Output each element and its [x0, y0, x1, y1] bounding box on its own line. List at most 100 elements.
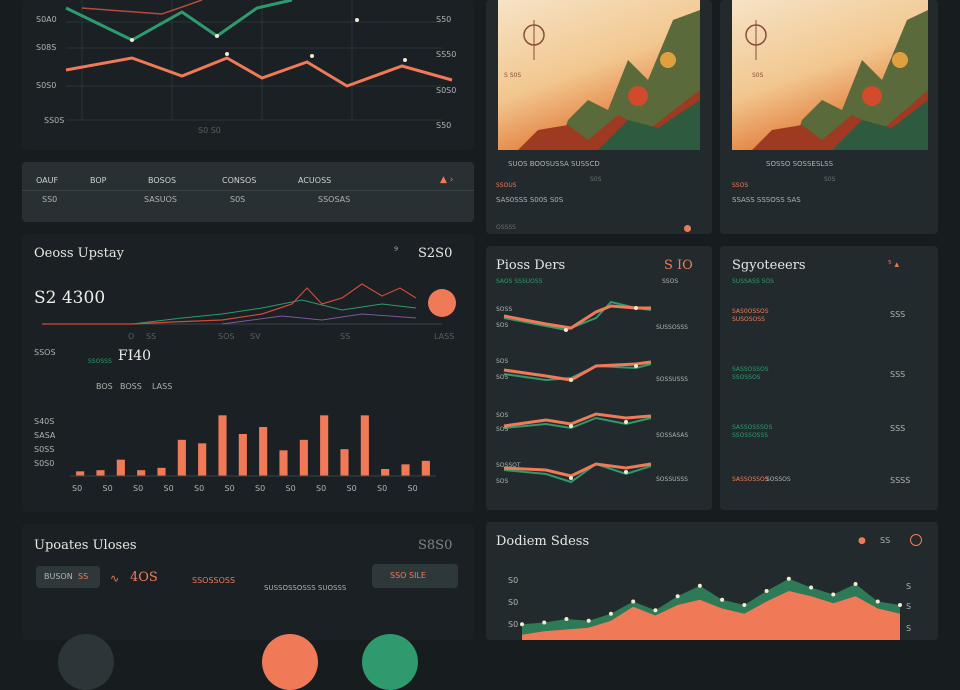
dodiem-y-3: S0	[508, 620, 519, 629]
bar-2	[96, 470, 105, 476]
bar-y-tick-4: S0S0	[34, 459, 55, 468]
top-bottom-label: S0 S0	[198, 126, 221, 135]
bar-9	[238, 434, 247, 476]
table-cell-1: SS0	[42, 195, 58, 204]
dodiem-y-1: S0	[508, 576, 519, 585]
gallery-card-1[interactable]: S S0S SUOS BOOSUSSA SUSSCD S0S SSOUS SAS…	[486, 0, 712, 234]
updates-mid-value: 4OS	[130, 570, 158, 585]
segments-row-2-value: SSS	[890, 370, 906, 379]
segments-row-4-value: SSSS	[890, 476, 911, 485]
overview-x-4: SV	[250, 332, 261, 341]
updates-right-button[interactable]: SSO SILE	[372, 564, 458, 588]
area-point-3	[564, 617, 569, 621]
area-point-14	[809, 585, 814, 590]
overview-x-6: LASS	[434, 332, 455, 341]
segments-row-3-value: SSS	[890, 424, 906, 433]
top-left-tick-1: S0A0	[36, 15, 57, 24]
overview-x-5: SS	[340, 332, 351, 341]
segments-row-4-label: SASSOSSOS	[732, 476, 769, 483]
top-left-tick-2: S08S	[36, 43, 57, 52]
segments-row-2-label: SASSOSSOS	[732, 366, 769, 373]
area-point-11	[742, 603, 747, 607]
trend-icon: ∿	[110, 572, 120, 585]
gallery-1-title: SUOS BOOSUSSA SUSSCD	[508, 160, 600, 168]
updates-left-button[interactable]: BUSON SS	[36, 566, 100, 588]
status-circle-2[interactable]	[262, 634, 318, 690]
overview-series-red	[42, 283, 417, 325]
top-left-tick-4: SS0S	[44, 116, 65, 125]
segments-menu-icon[interactable]: ⁵ ▴	[888, 260, 899, 270]
price-badge: S IO	[664, 258, 693, 273]
bar-x-tick: S0	[102, 484, 113, 493]
bar-x-tick: S0	[316, 484, 327, 493]
area-point-17	[875, 599, 880, 604]
status-circle-3[interactable]	[362, 634, 418, 690]
gallery-1-dot[interactable]	[684, 225, 691, 232]
overview-panel: Oeoss Upstay ⁹ S2S0 S2 4300 O SS SOS SV …	[22, 234, 474, 512]
top-right-tick-4: S50	[436, 121, 452, 130]
bar-x-tick: S0	[224, 484, 235, 493]
overview-action-button[interactable]	[428, 289, 456, 317]
price-row-2-sub: SOS	[496, 374, 509, 381]
area-point-12	[764, 589, 769, 593]
bar-x-tick: S0	[407, 484, 418, 493]
bar-y-tick-1: S40S	[34, 417, 55, 426]
dodiem-y-2: S0	[508, 598, 519, 607]
price-row-3-label: SOS	[496, 412, 509, 419]
gallery-1-desc: SAS0SSS S00S S0S	[496, 196, 564, 204]
area-point-18	[898, 603, 902, 607]
top-left-tick-3: S0S0	[36, 81, 57, 90]
area-point-7	[653, 608, 658, 613]
gallery-1-foot: OSSSS	[496, 224, 516, 231]
bar-16	[381, 469, 390, 476]
bar-x-tick: S0	[285, 484, 296, 493]
overview-badge: S2S0	[418, 246, 453, 261]
summary-table: OAUF BOP BOSOS CONSOS ACUOSS ▲ › SS0 SAS…	[22, 162, 474, 222]
top-series-green	[65, 0, 293, 42]
top-right-tick-3: S0S0	[436, 86, 457, 95]
bar-4	[137, 470, 146, 476]
segments-row-1-sub: SUSOSOSS	[732, 316, 765, 323]
bar-5	[157, 467, 166, 476]
gallery-card-2[interactable]: S0S SOSSO SOSSESLSS S0S SSOS SSASS SSSOS…	[720, 0, 938, 234]
bar-14	[340, 449, 349, 476]
bar-18	[421, 460, 430, 476]
top-series-orange	[65, 56, 453, 88]
area-point-8	[675, 594, 680, 599]
overview-legend-2: BOSS	[120, 382, 142, 391]
sort-icon[interactable]: ▲ ›	[440, 175, 454, 185]
segments-row-2-sub: SSOSSOS	[732, 374, 761, 381]
gallery-1-sub: S0S	[590, 176, 602, 183]
overview-sub-1: SSOS	[34, 348, 56, 357]
dodiem-label: SS	[880, 536, 891, 545]
bar-y-tick-2: SASA	[34, 431, 56, 440]
top-series-red	[81, 0, 203, 15]
overview-series-purple	[221, 313, 417, 325]
overview-x-2: SS	[146, 332, 157, 341]
gallery-1-tag: SSOUS	[496, 182, 517, 189]
dodiem-title: Dodiem Sdess	[496, 534, 590, 549]
bar-6	[177, 439, 186, 476]
bar-x-tick: S0	[346, 484, 357, 493]
segments-title: Sgyoteeers	[732, 258, 806, 273]
dodiem-r-2: S	[906, 602, 912, 611]
overview-legend-1: BOS	[96, 382, 113, 391]
updates-panel: Upoates Uloses S8S0 BUSON SS ∿ 4OS SSOSS…	[22, 524, 474, 690]
price-row-1-value: SUSSOSSS	[656, 324, 688, 331]
bar-17	[401, 464, 410, 476]
table-header-1: OAUF	[36, 176, 59, 185]
bar-y-tick-3: S0SS	[34, 445, 55, 454]
updates-badge: S8S0	[418, 538, 453, 553]
segments-row-3-label: SASSOSSSOS	[732, 424, 773, 431]
status-circle-1[interactable]	[58, 634, 114, 690]
table-header-3: BOSOS	[148, 176, 177, 185]
top-line-chart	[65, 0, 453, 121]
price-panel: Pioss Ders S IO SAOS SSSUOSS SSOS SOSS S…	[486, 246, 712, 510]
dodiem-icon-1[interactable]: ●	[858, 536, 866, 546]
dodiem-settings-icon[interactable]	[910, 534, 922, 546]
bar-10	[259, 427, 268, 476]
area-point-4	[586, 618, 591, 623]
overview-legend-3: LASS	[152, 382, 173, 391]
overview-value: S2 4300	[34, 288, 106, 308]
price-row-4-value: SOSSUSSS	[656, 476, 688, 483]
